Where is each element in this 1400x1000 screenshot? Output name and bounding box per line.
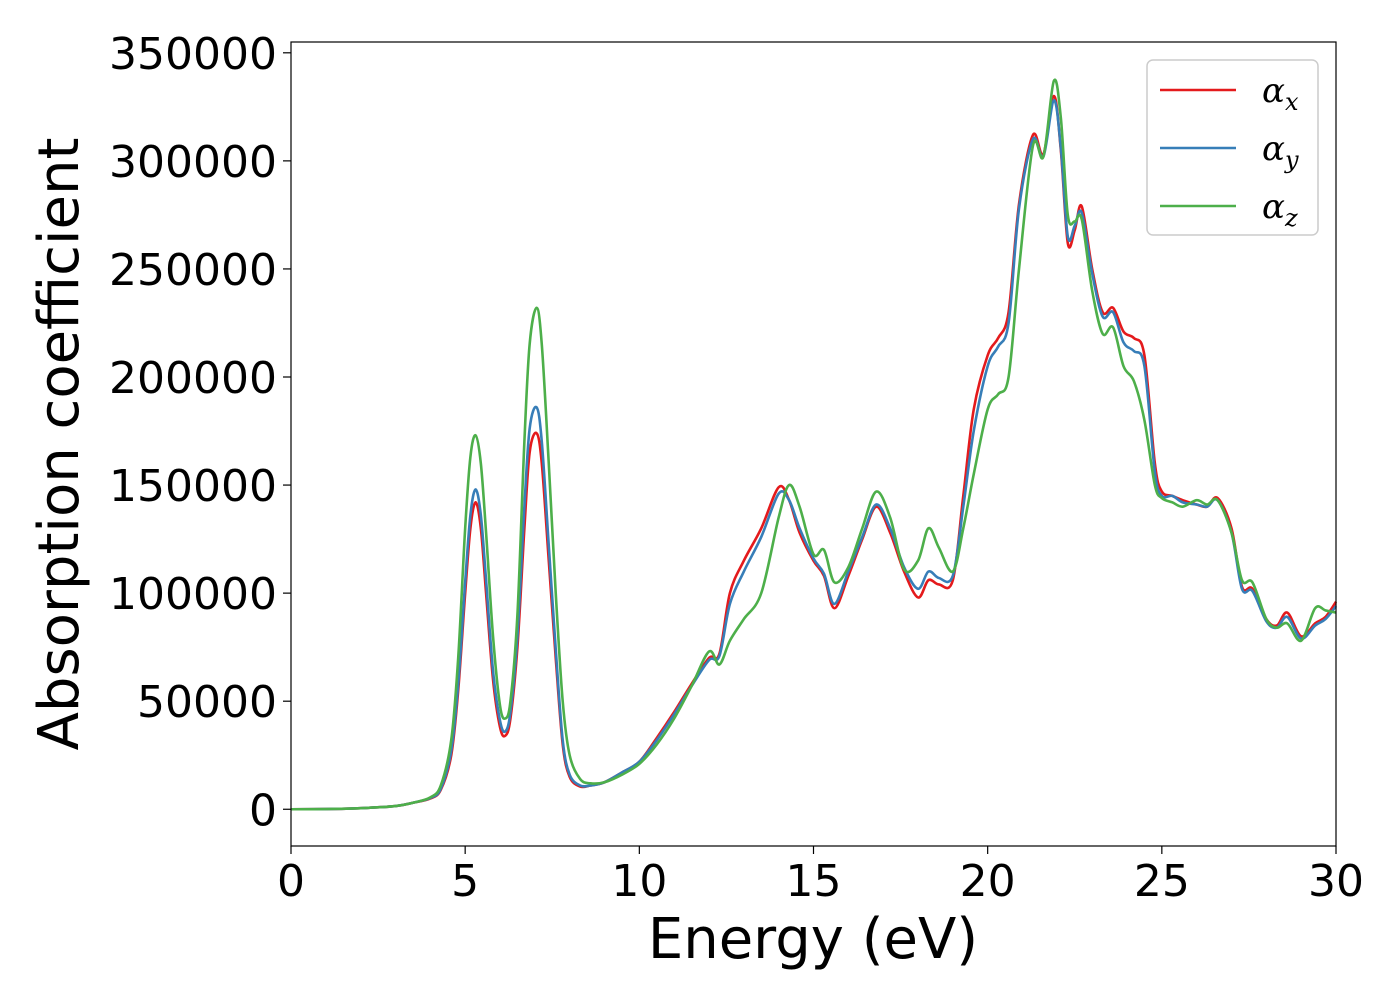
- x-tick-label: 10: [611, 856, 667, 907]
- y-tick-label: 350000: [109, 29, 277, 80]
- legend-label-y: αy: [1262, 129, 1299, 174]
- series-layer: [290, 78, 1338, 811]
- y-tick-label: 0: [249, 785, 277, 836]
- series-line-y: [290, 99, 1338, 811]
- y-tick-label: 200000: [109, 353, 277, 404]
- x-axis: 0 5 10 15 20 25 30: [277, 846, 1364, 907]
- series-line-z: [290, 78, 1337, 811]
- y-axis: 0 50000 100000 150000 200000 250000 300000 3500…: [109, 29, 291, 836]
- x-axis-title: Energy (eV): [648, 907, 978, 972]
- x-tick-label: 30: [1308, 856, 1364, 907]
- y-tick-label: 250000: [109, 245, 277, 296]
- x-tick-label: 0: [277, 856, 305, 907]
- legend-label-z: αz: [1262, 187, 1298, 232]
- y-tick-label: 300000: [109, 137, 277, 188]
- y-tick-label: 100000: [109, 569, 277, 620]
- series-line-x: [290, 94, 1338, 811]
- legend-label-x: αx: [1262, 71, 1299, 116]
- y-tick-label: 150000: [109, 461, 277, 512]
- legend: αx αy αz: [1146, 59, 1319, 236]
- x-tick-label: 20: [960, 856, 1016, 907]
- y-axis-title: Absorption coefficient: [27, 138, 92, 751]
- x-tick-label: 25: [1134, 856, 1190, 907]
- y-tick-label: 50000: [137, 677, 277, 728]
- x-tick-label: 15: [786, 856, 842, 907]
- x-tick-label: 5: [451, 856, 479, 907]
